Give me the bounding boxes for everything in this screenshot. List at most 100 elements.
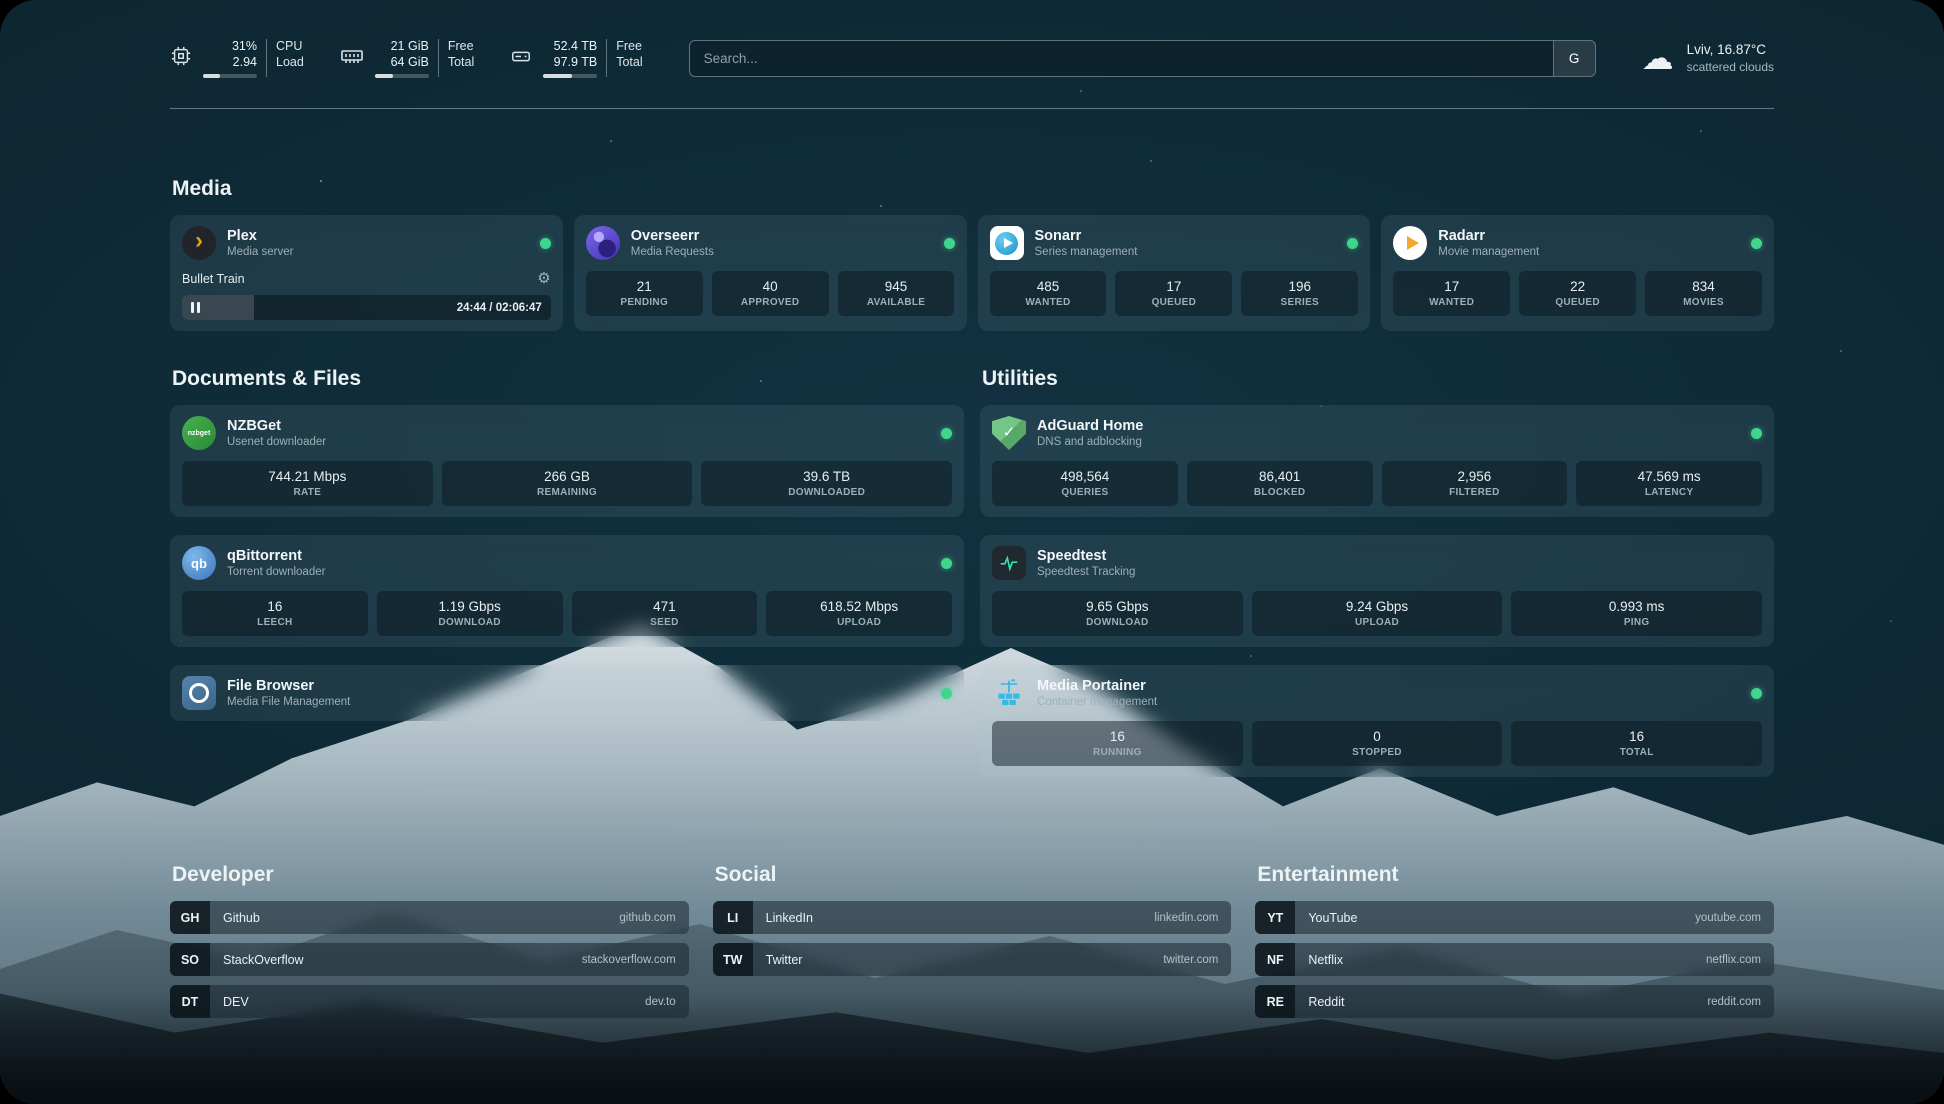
stat-label: AVAILABLE [866, 297, 926, 308]
stat-label: BLOCKED [1253, 487, 1306, 498]
bookmark-netflix[interactable]: NF Netflix netflix.com [1255, 943, 1774, 976]
search-input[interactable] [689, 40, 1553, 76]
bookmark-name: Twitter [765, 952, 803, 967]
stat-box: 618.52 Mbps UPLOAD [766, 591, 952, 636]
overseerr-card[interactable]: Overseerr Media Requests 21 PENDING 40 A… [573, 215, 967, 331]
stat-value: 2,956 [1457, 469, 1492, 484]
memory-free-label: Free [447, 39, 474, 53]
speedtest-card[interactable]: Speedtest Speedtest Tracking 9.65 Gbps D… [980, 535, 1774, 647]
disk-free: 52.4 TB [553, 39, 598, 53]
bookmark-twitter[interactable]: TW Twitter twitter.com [712, 943, 1232, 976]
filebrowser-icon [182, 676, 216, 710]
plex-card[interactable]: Plex Media server Bullet Train 24:44 / 0… [170, 215, 563, 331]
stat-box: 9.65 Gbps DOWNLOAD [992, 591, 1243, 636]
status-dot [941, 427, 952, 439]
radarr-icon [1393, 226, 1428, 260]
bookmark-abbr: TW [712, 943, 753, 976]
stat-box: 471 SEED [571, 591, 758, 636]
stat-value: 16 [267, 599, 283, 614]
stat-label: DOWNLOAD [438, 617, 501, 628]
stat-box: 17 QUEUED [1115, 271, 1233, 316]
bookmark-url: github.com [619, 911, 676, 924]
developer-section-title: Developer [172, 863, 274, 886]
stat-label: UPLOAD [837, 617, 882, 628]
service-name: NZBGet [227, 418, 281, 434]
stat-box: 16 LEECH [182, 591, 368, 636]
entertainment-section-title: Entertainment [1257, 863, 1399, 886]
bookmark-reddit[interactable]: RE Reddit reddit.com [1255, 985, 1774, 1018]
speedtest-icon [992, 546, 1026, 580]
weather-condition: scattered clouds [1686, 60, 1774, 74]
stat-box: 40 APPROVED [711, 271, 829, 316]
service-name: Overseerr [630, 228, 700, 244]
stat-value: 21 [636, 279, 652, 294]
status-dot [1347, 237, 1359, 249]
bookmark-abbr: GH [170, 901, 210, 934]
now-playing-title: Bullet Train [182, 271, 245, 286]
qbittorrent-icon: qb [182, 546, 216, 580]
nzbget-icon: nzbget [182, 416, 216, 450]
stat-box: 266 GB REMAINING [441, 461, 693, 506]
bookmark-url: dev.to [645, 995, 676, 1008]
gear-icon[interactable] [537, 269, 550, 288]
portainer-card[interactable]: Media Portainer Container management 16 … [980, 665, 1774, 777]
bookmark-abbr: NF [1255, 943, 1296, 976]
service-subtitle: Movie management [1438, 246, 1540, 258]
bookmark-github[interactable]: GH Github github.com [170, 901, 689, 934]
stat-label: TOTAL [1619, 747, 1654, 758]
bookmark-youtube[interactable]: YT YouTube youtube.com [1255, 901, 1774, 934]
stat-label: SEED [650, 617, 679, 628]
service-name: Media Portainer [1037, 678, 1146, 694]
memory-icon [340, 44, 364, 73]
bookmark-url: reddit.com [1707, 995, 1761, 1008]
bookmark-abbr: LI [712, 901, 753, 934]
bookmark-linkedin[interactable]: LI LinkedIn linkedin.com [712, 901, 1232, 934]
stat-value: 471 [653, 599, 676, 614]
stat-label: DOWNLOADED [788, 487, 866, 498]
bookmark-name: Github [223, 910, 260, 925]
pause-icon[interactable] [191, 302, 200, 313]
stat-label: MOVIES [1683, 297, 1724, 308]
service-subtitle: DNS and adblocking [1037, 436, 1142, 448]
stat-label: UPLOAD [1354, 617, 1399, 628]
sonarr-icon [989, 226, 1024, 260]
bookmark-dev[interactable]: DT DEV dev.to [170, 985, 689, 1018]
status-dot [1751, 687, 1762, 699]
divider [266, 39, 267, 77]
status-dot [539, 237, 551, 249]
stat-label: PING [1623, 617, 1650, 628]
memory-widget: 21 GiB 64 GiB Free Total [340, 38, 474, 78]
bookmark-stackoverflow[interactable]: SO StackOverflow stackoverflow.com [170, 943, 689, 976]
top-bar: 31% 2.94 CPU Load [170, 30, 1774, 86]
stat-box: 744.21 Mbps RATE [182, 461, 433, 506]
sonarr-card[interactable]: Sonarr Series management 485 WANTED 17 Q… [977, 215, 1371, 331]
service-name: qBittorrent [227, 548, 302, 564]
bookmark-url: youtube.com [1695, 911, 1761, 924]
stat-box: 485 WANTED [989, 271, 1107, 316]
memory-total-label: Total [447, 55, 475, 69]
bookmark-name: Netflix [1308, 952, 1344, 967]
cloud-icon [1642, 42, 1674, 74]
social-section-title: Social [714, 863, 777, 886]
radarr-card[interactable]: Radarr Movie management 17 WANTED 22 QUE… [1381, 215, 1774, 331]
stat-label: QUEUED [1151, 297, 1197, 308]
disk-icon [510, 45, 532, 72]
playback-progress-bar[interactable]: 24:44 / 02:06:47 [182, 295, 551, 320]
stat-value: 498,564 [1060, 469, 1110, 484]
stat-label: DOWNLOAD [1086, 617, 1149, 628]
cpu-widget: 31% 2.94 CPU Load [170, 38, 304, 78]
stat-value: 16 [1629, 729, 1645, 744]
filebrowser-card[interactable]: File Browser Media File Management [170, 665, 964, 721]
adguard-card[interactable]: AdGuard Home DNS and adblocking 498,564 … [980, 405, 1774, 517]
stat-box: 0.993 ms PING [1511, 591, 1762, 636]
qbittorrent-card[interactable]: qb qBittorrent Torrent downloader 16 LEE… [170, 535, 964, 647]
bookmark-name: DEV [223, 994, 249, 1009]
nzbget-card[interactable]: nzbget NZBGet Usenet downloader 744.21 M… [170, 405, 964, 517]
cpu-load: 2.94 [232, 55, 257, 69]
stat-value: 9.65 Gbps [1086, 599, 1149, 614]
search-provider-button[interactable]: G [1552, 40, 1595, 76]
service-name: Sonarr [1034, 228, 1082, 244]
search-bar[interactable]: G [688, 39, 1596, 77]
bookmark-name: LinkedIn [765, 910, 813, 925]
